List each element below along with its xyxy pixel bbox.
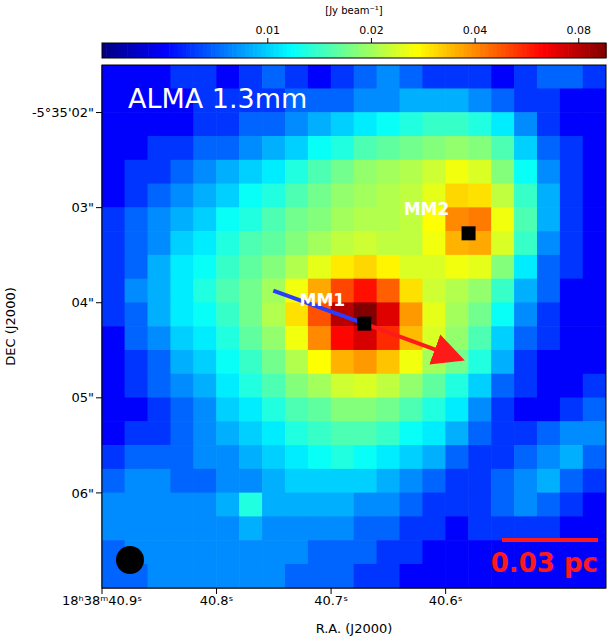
svg-text:[Jy beam⁻¹]: [Jy beam⁻¹] (325, 5, 383, 16)
svg-text:DEC (J2000): DEC (J2000) (3, 287, 18, 366)
svg-text:MM1: MM1 (299, 290, 345, 310)
svg-text:05": 05" (71, 390, 94, 405)
svg-text:0.02: 0.02 (359, 24, 384, 37)
svg-text:0.04: 0.04 (463, 24, 488, 37)
svg-text:03": 03" (71, 200, 94, 215)
svg-text:ALMA 1.3mm: ALMA 1.3mm (128, 83, 307, 114)
svg-text:R.A. (J2000): R.A. (J2000) (316, 621, 393, 636)
svg-text:40.6ˢ: 40.6ˢ (429, 593, 463, 608)
svg-text:MM2: MM2 (404, 199, 450, 219)
svg-text:04": 04" (71, 295, 94, 310)
svg-text:06": 06" (71, 486, 94, 501)
svg-text:0.03 pc: 0.03 pc (491, 548, 598, 578)
svg-text:0.08: 0.08 (566, 24, 591, 37)
svg-text:-5°35'02": -5°35'02" (32, 105, 94, 120)
svg-text:0.01: 0.01 (256, 24, 281, 37)
svg-text:18ʰ38ᵐ40.9ˢ: 18ʰ38ᵐ40.9ˢ (62, 593, 142, 608)
svg-text:40.8ˢ: 40.8ˢ (200, 593, 234, 608)
svg-text:40.7ˢ: 40.7ˢ (314, 593, 348, 608)
